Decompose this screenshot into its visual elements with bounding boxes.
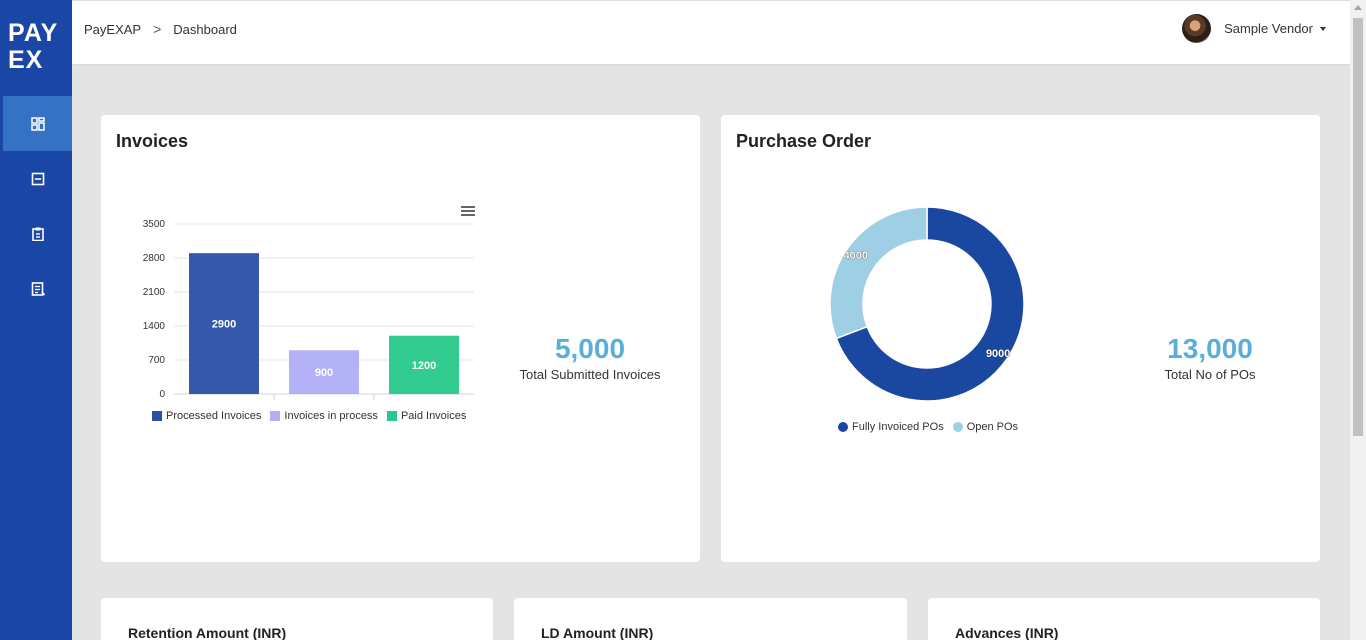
bar-data-label: 2900 bbox=[212, 319, 236, 331]
logo-line-2: EX bbox=[8, 46, 44, 74]
user-menu[interactable]: Sample Vendor bbox=[1182, 14, 1326, 43]
logo-line-1: PAY bbox=[8, 19, 59, 47]
bar bbox=[389, 335, 459, 394]
invoices-kpi-label: Total Submitted Invoices bbox=[519, 367, 661, 382]
scroll-up-arrow-icon[interactable] bbox=[1354, 5, 1362, 10]
slice-data-label: 4000 bbox=[844, 250, 868, 262]
legend-swatch bbox=[838, 422, 848, 432]
legend-label: Fully Invoiced POs bbox=[852, 421, 944, 433]
y-tick-label: 3500 bbox=[143, 219, 166, 230]
report-icon bbox=[31, 281, 45, 296]
legend-item-open[interactable]: Open POs bbox=[952, 421, 1019, 433]
user-name[interactable]: Sample Vendor bbox=[1224, 21, 1313, 36]
retention-title: Retention Amount (INR) bbox=[128, 625, 287, 640]
advances-card: Advances (INR) bbox=[928, 598, 1320, 640]
payex-logo[interactable]: PAY EX bbox=[8, 20, 64, 78]
bar bbox=[189, 253, 259, 394]
legend-item-fully-invoiced[interactable]: Fully Invoiced POs bbox=[838, 421, 944, 433]
legend-label: Paid Invoices bbox=[400, 410, 467, 422]
y-tick-label: 1400 bbox=[143, 321, 166, 332]
scrollbar-thumb[interactable] bbox=[1353, 18, 1363, 436]
invoices-legend: Processed Invoices Invoices in process P… bbox=[152, 410, 475, 422]
document-icon bbox=[31, 172, 44, 185]
sidebar-item-report[interactable] bbox=[3, 261, 72, 316]
sidebar-item-document[interactable] bbox=[3, 151, 72, 206]
legend-item-paid[interactable]: Paid Invoices bbox=[386, 410, 467, 422]
po-kpi-label: Total No of POs bbox=[1164, 367, 1256, 382]
legend-label: Processed Invoices bbox=[166, 410, 262, 422]
invoices-kpi: 5,000 Total Submitted Invoices bbox=[501, 333, 679, 382]
y-tick-label: 700 bbox=[148, 355, 165, 366]
y-tick-label: 0 bbox=[159, 389, 165, 400]
legend-label: Invoices in process bbox=[284, 410, 378, 422]
po-legend: Fully Invoiced POs Open POs bbox=[838, 421, 1027, 433]
invoices-bar-chart: 0 700 1400 2100 2800 3500 2900 900 1200 bbox=[143, 219, 474, 400]
purchase-order-title: Purchase Order bbox=[736, 131, 872, 151]
donut-slice bbox=[835, 206, 1025, 402]
advances-title: Advances (INR) bbox=[955, 625, 1059, 640]
ld-amount-card: LD Amount (INR) bbox=[514, 598, 907, 640]
breadcrumb: PayEXAP > Dashboard bbox=[84, 21, 237, 37]
invoices-title: Invoices bbox=[116, 131, 189, 151]
bar bbox=[289, 350, 359, 394]
legend-swatch bbox=[952, 422, 963, 432]
legend-label: Open POs bbox=[966, 421, 1019, 433]
purchase-order-card: Purchase Order 9000 4000 Fully Invoiced P… bbox=[721, 115, 1320, 562]
chart-menu-icon[interactable] bbox=[461, 206, 475, 218]
po-kpi: 13,000 Total No of POs bbox=[1121, 333, 1299, 382]
y-tick-label: 2800 bbox=[143, 253, 166, 264]
legend-swatch bbox=[386, 411, 397, 421]
avatar[interactable] bbox=[1182, 14, 1212, 43]
breadcrumb-current: Dashboard bbox=[173, 21, 237, 37]
bar-data-label: 1200 bbox=[412, 360, 436, 372]
sidebar-item-clipboard[interactable] bbox=[3, 206, 72, 261]
breadcrumb-separator: > bbox=[153, 21, 162, 37]
top-bar: PayEXAP > Dashboard Sample Vendor bbox=[72, 0, 1350, 64]
slice-data-label: 9000 bbox=[986, 348, 1010, 360]
caret-down-icon[interactable] bbox=[1320, 26, 1326, 31]
ld-amount-title: LD Amount (INR) bbox=[541, 625, 654, 640]
purchase-order-donut-chart: 9000 4000 bbox=[829, 206, 1025, 402]
legend-item-in-process[interactable]: Invoices in process bbox=[270, 410, 378, 422]
legend-item-processed[interactable]: Processed Invoices bbox=[152, 410, 261, 422]
dashboard-icon bbox=[30, 116, 45, 131]
donut-slice bbox=[829, 206, 928, 340]
bar-data-label: 900 bbox=[315, 367, 333, 379]
retention-card: Retention Amount (INR) bbox=[101, 598, 493, 640]
sidebar: PAY EX bbox=[0, 0, 72, 640]
invoices-kpi-value: 5,000 bbox=[554, 333, 626, 364]
legend-swatch bbox=[152, 411, 162, 421]
scrollbar[interactable] bbox=[1350, 0, 1366, 640]
legend-swatch bbox=[270, 411, 281, 421]
invoices-card: Invoices 0 700 1400 2100 2800 3500 2900 900 1200… bbox=[101, 115, 700, 562]
po-kpi-value: 13,000 bbox=[1167, 333, 1253, 364]
clipboard-icon bbox=[31, 227, 44, 241]
breadcrumb-root[interactable]: PayEXAP bbox=[84, 21, 142, 37]
sidebar-item-dashboard[interactable] bbox=[3, 96, 72, 151]
y-tick-label: 2100 bbox=[143, 287, 166, 298]
